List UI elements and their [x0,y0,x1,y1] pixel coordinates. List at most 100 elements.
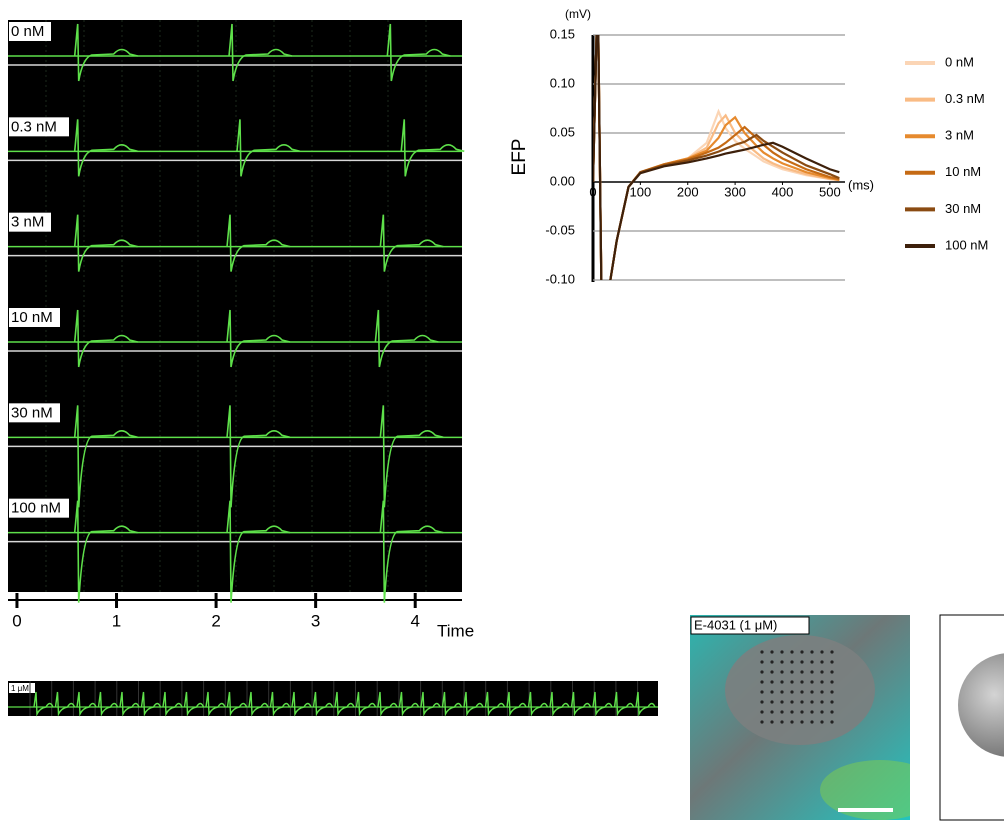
electrode [790,680,794,684]
electrode [800,660,804,664]
electrode [770,720,774,724]
electrode [790,710,794,714]
label-box [9,683,35,693]
electrode [830,710,834,714]
series-label: 10 nM [11,309,53,326]
legend-label: 30 nM [945,201,981,216]
spike [226,691,248,717]
y-tick-label: 0.00 [550,173,575,188]
electrode [780,650,784,654]
spike [420,691,441,717]
cell-image [690,615,910,820]
spike [374,309,439,368]
plot-area [593,35,840,280]
x-tick-label: 3 [311,611,320,630]
series-label: 0.3 nM [11,118,57,135]
x-tick-label: 300 [724,184,746,199]
electrode [830,700,834,704]
electrode [830,720,834,724]
efp-line [593,35,840,280]
spike [236,119,301,177]
spike [162,691,183,717]
electrode [800,670,804,674]
spike [226,214,291,272]
electrode [780,720,784,724]
electrode [810,670,814,674]
x-tick-label: 0 [12,611,21,630]
electrode [830,650,834,654]
series-label: 100 nM [11,500,61,517]
spike [140,691,162,717]
electrode [820,660,824,664]
spike [76,691,97,717]
electrode [810,660,814,664]
electrode [770,680,774,684]
x-tick-label: 100 [630,184,652,199]
y-tick-label: -0.10 [545,271,575,286]
label-box [690,616,810,635]
electrode [800,700,804,704]
spike [33,691,54,717]
spike [398,691,420,717]
spike [379,405,444,508]
spike [400,119,465,177]
electrode [760,700,764,704]
electrode [820,690,824,694]
x-tick-label: 0 [589,184,596,199]
y-tick-label: 0.05 [550,124,575,139]
electrode [770,660,774,664]
y-tick-label: -0.05 [545,222,575,237]
spike [613,691,635,717]
spike [228,23,293,82]
x-tick-label: 500 [819,184,841,199]
efp-line [593,35,840,280]
electrode [810,710,814,714]
electrode [770,690,774,694]
spike [549,691,570,717]
legend-label: 0.3 nM [945,91,985,106]
x-tick-label: 200 [677,184,699,199]
electrode [820,680,824,684]
spike [379,500,444,603]
spike [527,691,549,717]
electrode [780,690,784,694]
electrode [790,690,794,694]
y-axis-label: EFP [509,139,530,176]
electrode [800,680,804,684]
electrode [830,680,834,684]
electrode [760,690,764,694]
spike [73,214,138,272]
spike [570,691,592,717]
spike [119,691,140,717]
electrode [770,710,774,714]
series-label: 0 nM [11,23,44,40]
spike [463,691,484,717]
y-tick-label: 0.10 [550,75,575,90]
spike [441,691,463,717]
spike [484,691,506,717]
spike [73,309,138,368]
electrode [790,660,794,664]
electrode [780,700,784,704]
electrode [820,720,824,724]
spike [379,214,444,272]
spike [183,691,205,717]
spike [334,691,355,717]
electrode [790,720,794,724]
label-box [9,117,69,137]
spike [73,405,138,508]
efp-line [593,35,840,280]
spike [635,691,656,717]
efp-line [593,35,840,280]
spike [226,500,291,603]
series-label: 30 nM [11,404,53,421]
electrode [820,700,824,704]
spike [355,691,377,717]
electrode [810,650,814,654]
spike [312,691,334,717]
electrode [810,720,814,724]
electrode [790,700,794,704]
electrode [800,710,804,714]
electrode [760,670,764,674]
